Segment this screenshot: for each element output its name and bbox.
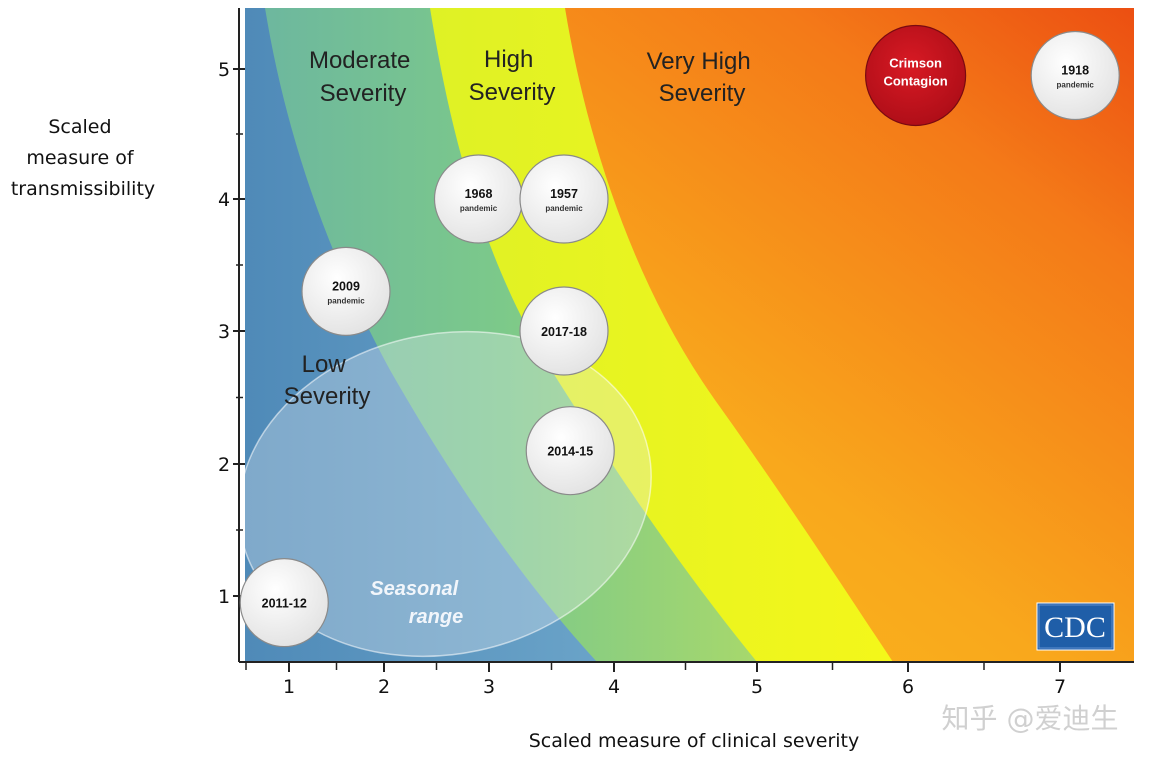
x-tick-label: 6 xyxy=(902,676,914,698)
data-point-label: 2011-12 xyxy=(262,597,307,611)
x-tick-label: 5 xyxy=(751,676,763,698)
data-point: 2017-18 xyxy=(519,286,609,376)
x-tick-label: 2 xyxy=(378,676,390,698)
data-point-circle xyxy=(525,406,615,496)
data-point-circle xyxy=(864,24,967,127)
data-point-label: 2014-15 xyxy=(547,445,593,459)
data-point-circle xyxy=(1030,30,1120,121)
data-point: 2009 pandemic xyxy=(301,246,391,336)
data-point-label: Crimson xyxy=(889,56,942,71)
y-tick-label: 3 xyxy=(218,321,230,343)
seasonal-range-label: Seasonal range xyxy=(370,578,463,628)
cdc-logo: CDC xyxy=(1036,602,1115,651)
x-tick-label: 4 xyxy=(608,676,620,698)
data-point-label: 1968 xyxy=(465,187,493,201)
data-point-sublabel: pandemic xyxy=(545,204,583,213)
data-point-label: 1918 xyxy=(1061,64,1089,78)
low-severity-region xyxy=(245,8,597,662)
data-point-circle xyxy=(519,154,609,244)
pandemic-points: 2011-12 2009 pandemic 1968 pandemic 1957 pande… xyxy=(239,24,1120,648)
data-point: 2011-12 xyxy=(239,557,329,648)
x-tick-label: 3 xyxy=(483,676,495,698)
data-point-circle xyxy=(301,246,391,336)
data-point-sublabel: pandemic xyxy=(460,204,498,213)
moderate-severity-label: Moderate Severity xyxy=(309,47,417,107)
data-point: 1957 pandemic xyxy=(519,154,609,244)
very-high-severity-label: Very High Severity xyxy=(647,48,758,107)
data-point: 1918 pandemic xyxy=(1030,30,1120,121)
data-point-circle xyxy=(239,557,329,648)
data-point-label: Contagion xyxy=(883,74,947,89)
data-point-label: 2009 xyxy=(332,279,360,293)
cdc-logo-text: CDC xyxy=(1044,611,1106,644)
high-severity-label: High Severity xyxy=(469,46,556,106)
x-ticks: 1 2 3 4 5 6 7 xyxy=(245,662,1066,698)
x-tick-label: 1 xyxy=(283,676,295,698)
low-severity-label: Low Severity xyxy=(284,351,371,410)
data-point: Crimson Contagion xyxy=(864,24,967,127)
watermark: 知乎 @爱迪生 xyxy=(942,702,1119,735)
data-point: 2014-15 xyxy=(525,406,615,496)
data-point-sublabel: pandemic xyxy=(327,296,365,305)
y-ticks: 1 2 3 4 5 xyxy=(218,59,245,608)
y-axis-title: Scaled measure of transmissibility xyxy=(11,116,155,200)
data-point-label: 1957 xyxy=(550,187,578,201)
data-point-sublabel: pandemic xyxy=(1057,81,1095,90)
x-axis-title: Scaled measure of clinical severity xyxy=(529,730,860,752)
y-tick-label: 4 xyxy=(218,189,230,211)
y-tick-label: 1 xyxy=(218,586,230,608)
data-point: 1968 pandemic xyxy=(433,154,524,244)
y-tick-label: 5 xyxy=(218,59,230,81)
data-point-circle xyxy=(519,286,609,376)
x-tick-label: 7 xyxy=(1054,676,1066,698)
data-point-label: 2017-18 xyxy=(541,325,587,339)
y-tick-label: 2 xyxy=(218,454,230,476)
